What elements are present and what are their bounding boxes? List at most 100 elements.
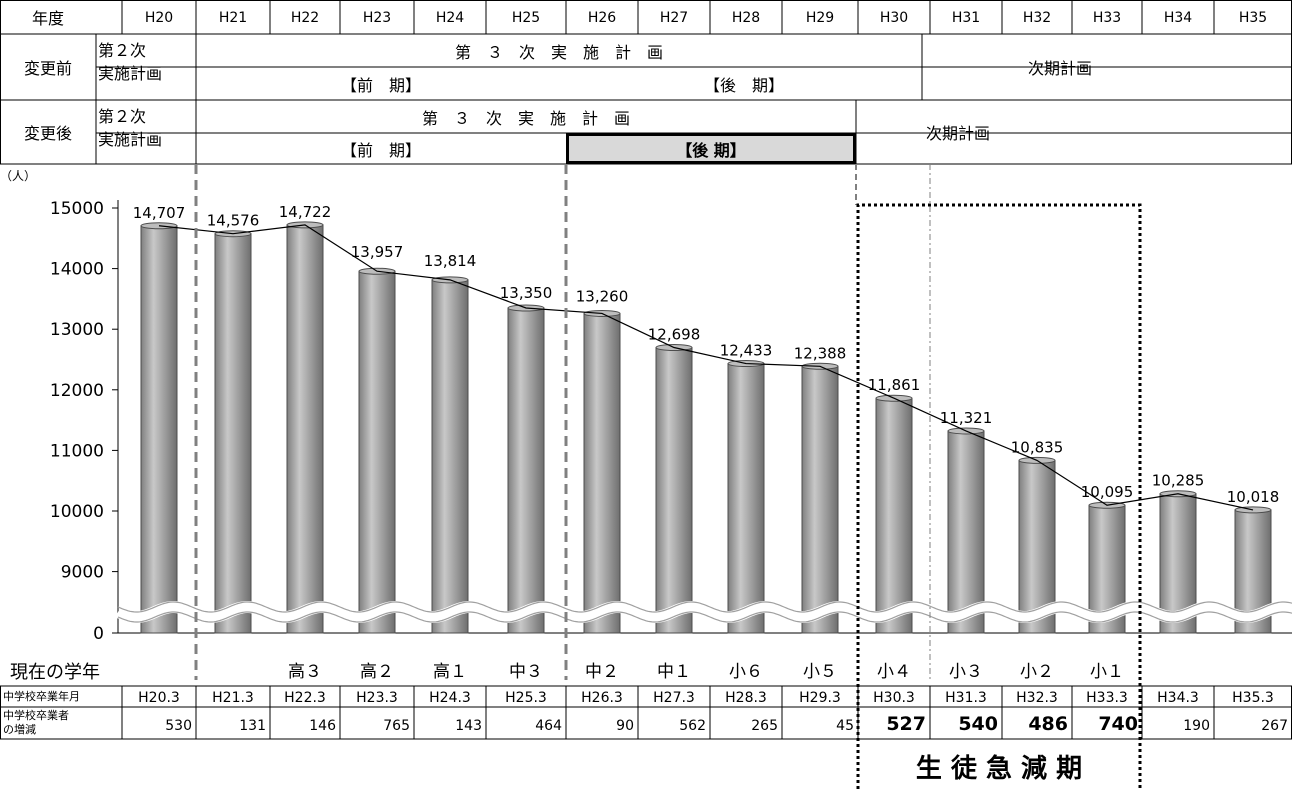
grad-month-H27: H27.3: [653, 690, 695, 706]
grad-month-H24: H24.3: [429, 690, 471, 706]
change-H22: 146: [309, 718, 336, 734]
year-header-H30: H30: [880, 10, 908, 26]
value-label-H23: 13,957: [351, 243, 404, 261]
year-header-H27: H27: [660, 10, 688, 26]
grade-row-label: 現在の学年: [10, 662, 100, 683]
value-label-H25: 13,350: [500, 284, 553, 302]
value-label-H22: 14,722: [279, 203, 332, 221]
grad-month-H34: H34.3: [1157, 690, 1199, 706]
y-tick-label: 15000: [50, 199, 104, 219]
value-label-H24: 13,814: [424, 252, 477, 270]
change-H25: 464: [535, 718, 562, 734]
year-header-H22: H22: [291, 10, 319, 26]
change-H24: 143: [455, 718, 482, 734]
grad-month-H31: H31.3: [945, 690, 987, 706]
before-third-plan-title: 第 ３ 次 実 施 計 画: [454, 42, 663, 62]
axis-break-line: [117, 601, 1292, 613]
grade-H25: 中３: [509, 662, 543, 682]
grade-H32: 小２: [1020, 662, 1054, 682]
change-H28: 265: [751, 718, 778, 734]
value-label-H28: 12,433: [720, 342, 773, 360]
rapid-decline-label: 生 徒 急 減 期: [915, 753, 1083, 784]
value-label-H32: 10,835: [1011, 438, 1064, 456]
bar-H20: [140, 225, 178, 634]
grad-month-H33: H33.3: [1086, 690, 1128, 706]
year-header-H33: H33: [1093, 10, 1121, 26]
second-plan-label: 第２次: [98, 107, 146, 126]
grad-month-H28: H28.3: [725, 690, 767, 706]
grade-H31: 小３: [949, 662, 983, 682]
grade-H23: 高２: [360, 662, 394, 682]
value-label-H29: 12,388: [794, 344, 847, 362]
bar-H30: [875, 397, 913, 634]
bar-H24: [431, 279, 469, 634]
value-label-H35: 10,018: [1227, 488, 1280, 506]
before-early-period: 【前 期】: [340, 75, 421, 95]
bar-H27: [655, 347, 693, 634]
value-label-H34: 10,285: [1152, 472, 1205, 490]
grad-month-H21: H21.3: [212, 690, 254, 706]
year-header-H35: H35: [1239, 10, 1267, 26]
after-third-plan-title: 第 ３ 次 実 施 計 画: [421, 108, 630, 128]
y-tick-label: 14000: [50, 260, 104, 280]
grad-month-H25: H25.3: [505, 690, 547, 706]
value-label-H31: 11,321: [940, 409, 993, 427]
grad-month-H30: H30.3: [873, 690, 915, 706]
grad-month-row-label: 中学校卒業年月: [3, 690, 80, 703]
y-tick-label: 11000: [50, 441, 104, 461]
year-header-H34: H34: [1164, 10, 1192, 26]
plan-after-label: 変更後: [23, 124, 72, 143]
bar-H31: [947, 430, 985, 634]
grade-H22: 高３: [288, 662, 322, 682]
bar-H23: [358, 270, 396, 634]
change-H21: 131: [239, 718, 266, 734]
grad-month-H23: H23.3: [356, 690, 398, 706]
rapid-decline-box: [856, 203, 1142, 789]
change-row-label-1: 中学校卒業者: [3, 709, 69, 722]
grad-month-H35: H35.3: [1232, 690, 1274, 706]
grad-month-H20: H20.3: [138, 690, 180, 706]
value-label-H30: 11,861: [868, 376, 921, 394]
value-label-H33: 10,095: [1081, 483, 1134, 501]
change-H34: 190: [1183, 718, 1210, 734]
year-header-H20: H20: [145, 10, 173, 26]
second-plan-label: 第２次: [98, 41, 146, 60]
year-header-H28: H28: [732, 10, 760, 26]
change-H23: 765: [383, 718, 410, 734]
y-tick-label: 10000: [50, 502, 104, 522]
after-late-period-highlight: 【後 期】: [566, 133, 856, 164]
year-header-H32: H32: [1023, 10, 1051, 26]
bar-H28: [727, 363, 765, 634]
grade-H26: 中２: [585, 662, 619, 682]
second-plan-label: 実施計画: [98, 64, 162, 83]
before-late-period: 【後 期】: [703, 75, 784, 95]
second-plan-label: 実施計画: [98, 130, 162, 149]
grad-month-H26: H26.3: [581, 690, 623, 706]
grade-H28: 小６: [729, 662, 763, 682]
grad-month-H29: H29.3: [799, 690, 841, 706]
change-H26: 90: [616, 718, 634, 734]
bar-H29: [801, 365, 839, 634]
change-H27: 562: [679, 718, 706, 734]
change-H29: 45: [836, 718, 854, 734]
change-H33: 740: [1098, 713, 1138, 735]
grade-H33: 小１: [1090, 662, 1124, 682]
year-header-H21: H21: [219, 10, 247, 26]
grade-H30: 小４: [877, 662, 911, 682]
y-tick-label: 0: [93, 624, 104, 644]
grad-month-H32: H32.3: [1016, 690, 1058, 706]
bar-H22: [286, 224, 324, 634]
after-early-period: 【前 期】: [340, 140, 421, 160]
y-axis-unit: （人）: [0, 168, 37, 183]
change-row-label-2: の増減: [3, 723, 36, 736]
year-header-H24: H24: [436, 10, 464, 26]
change-H30: 527: [886, 713, 926, 735]
grade-H29: 小５: [803, 662, 837, 682]
bar-H21: [214, 233, 252, 634]
year-header-H29: H29: [806, 10, 834, 26]
year-header-H25: H25: [512, 10, 540, 26]
value-label-H20: 14,707: [133, 204, 186, 222]
axis-break-line: [117, 611, 1292, 623]
year-header-H31: H31: [952, 10, 980, 26]
